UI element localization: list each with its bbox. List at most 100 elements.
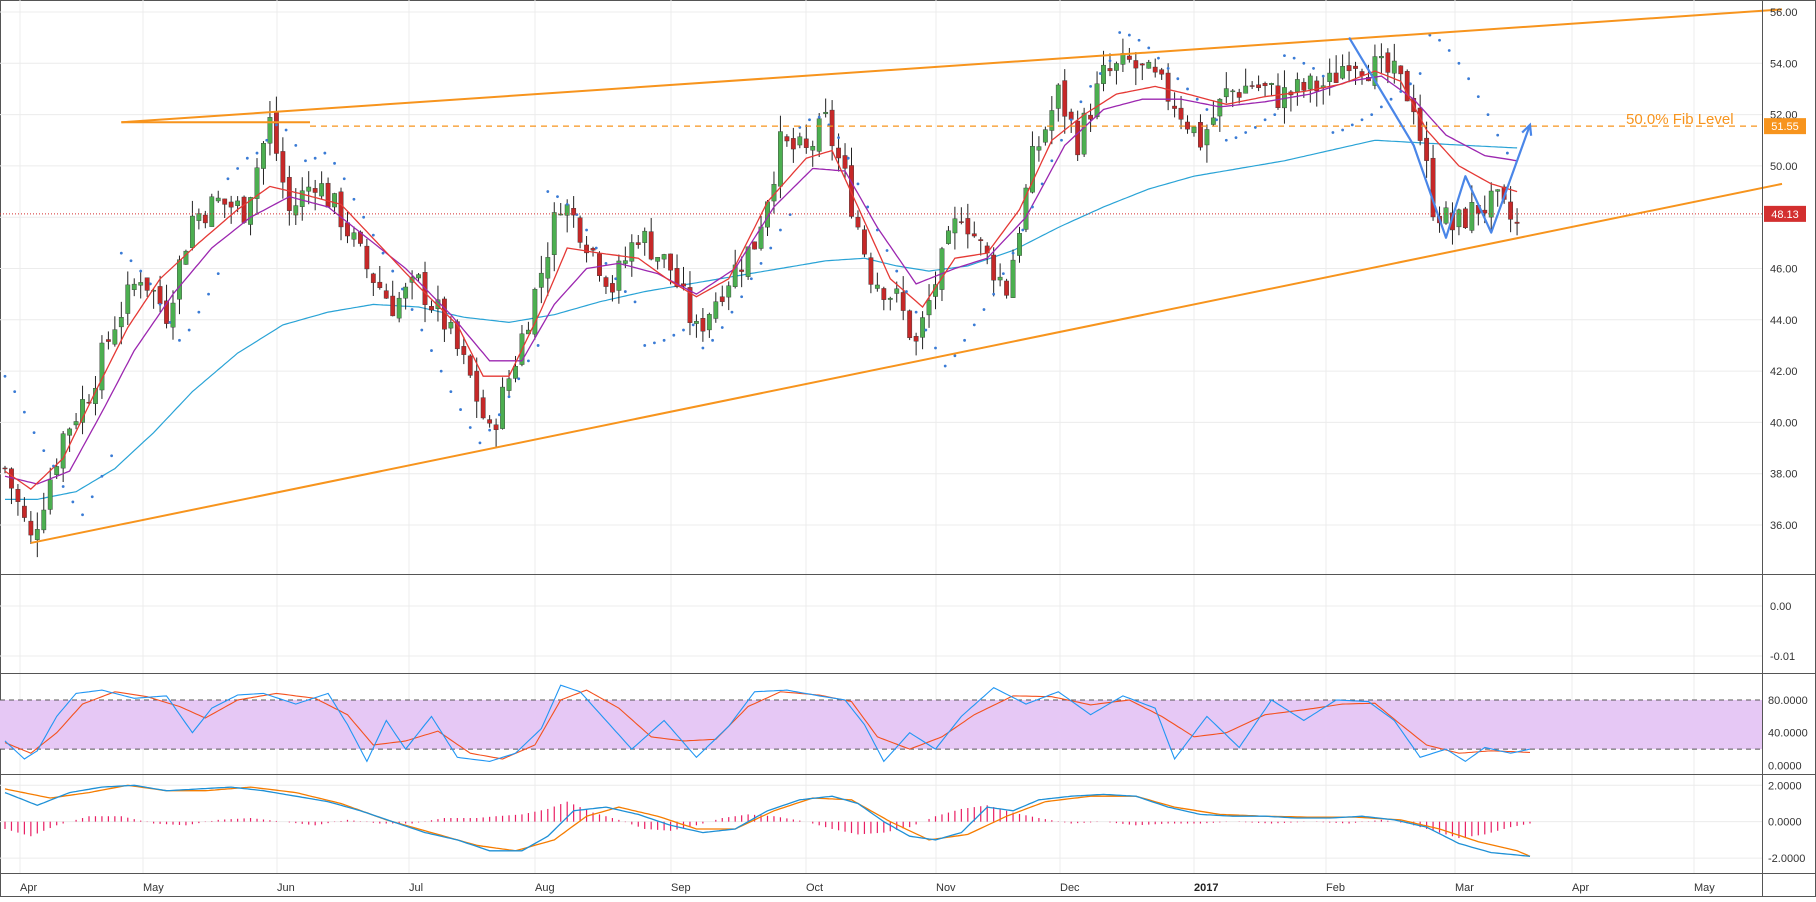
- candle-body[interactable]: [752, 241, 757, 250]
- candle-body[interactable]: [1275, 85, 1281, 109]
- candle-body[interactable]: [920, 317, 925, 338]
- candle-body[interactable]: [1385, 52, 1391, 73]
- candle-body[interactable]: [584, 244, 589, 254]
- candle-body[interactable]: [1314, 80, 1320, 92]
- candle-body[interactable]: [487, 419, 493, 424]
- candle-body[interactable]: [1088, 114, 1093, 120]
- candle-body[interactable]: [383, 290, 389, 299]
- candle-body[interactable]: [997, 276, 1003, 281]
- candle-body[interactable]: [1443, 207, 1449, 224]
- candle-body[interactable]: [228, 201, 234, 208]
- candle-body[interactable]: [1114, 63, 1119, 71]
- candle-body[interactable]: [267, 117, 273, 144]
- candle-body[interactable]: [273, 112, 279, 154]
- candle-body[interactable]: [261, 143, 266, 169]
- candle-body[interactable]: [403, 286, 409, 299]
- candle-body[interactable]: [1178, 107, 1184, 120]
- candle-body[interactable]: [1456, 209, 1462, 228]
- candle-body[interactable]: [913, 336, 919, 342]
- candle-body[interactable]: [480, 397, 486, 419]
- candle-body[interactable]: [1346, 65, 1352, 72]
- candle-body[interactable]: [790, 138, 796, 150]
- candle-body[interactable]: [965, 218, 971, 235]
- candle-body[interactable]: [1514, 221, 1520, 224]
- candle-body[interactable]: [73, 421, 79, 426]
- candle-body[interactable]: [80, 399, 85, 423]
- candle-body[interactable]: [319, 183, 325, 197]
- candle-body[interactable]: [138, 282, 144, 286]
- candle-body[interactable]: [1417, 107, 1423, 141]
- candle-body[interactable]: [681, 283, 686, 287]
- candle-body[interactable]: [1198, 122, 1203, 148]
- candle-body[interactable]: [545, 257, 551, 279]
- candle-body[interactable]: [118, 317, 124, 328]
- candle-body[interactable]: [170, 302, 176, 328]
- candle-body[interactable]: [700, 318, 706, 332]
- candle-body[interactable]: [196, 213, 202, 221]
- candle-body[interactable]: [1404, 71, 1410, 102]
- candle-body[interactable]: [597, 253, 602, 276]
- candle-body[interactable]: [21, 505, 27, 518]
- candle-body[interactable]: [112, 329, 118, 345]
- candle-body[interactable]: [616, 260, 622, 291]
- candle-body[interactable]: [467, 355, 473, 376]
- candle-body[interactable]: [1256, 84, 1262, 88]
- candle-body[interactable]: [312, 188, 318, 193]
- candle-body[interactable]: [1042, 129, 1048, 143]
- candle-body[interactable]: [1230, 90, 1236, 93]
- candle-body[interactable]: [183, 250, 189, 265]
- candle-body[interactable]: [332, 193, 337, 208]
- candle-body[interactable]: [1301, 81, 1307, 91]
- candle-body[interactable]: [635, 242, 641, 245]
- candle-body[interactable]: [429, 306, 434, 311]
- candle-body[interactable]: [1139, 63, 1145, 66]
- candle-body[interactable]: [655, 257, 661, 262]
- candle-body[interactable]: [907, 310, 913, 339]
- candle-body[interactable]: [603, 277, 609, 287]
- candle-body[interactable]: [164, 300, 169, 324]
- candle-body[interactable]: [1172, 105, 1177, 109]
- candle-body[interactable]: [726, 285, 732, 298]
- candle-body[interactable]: [1146, 61, 1152, 69]
- candle-body[interactable]: [157, 286, 163, 305]
- candle-body[interactable]: [1236, 92, 1242, 98]
- candle-body[interactable]: [946, 230, 951, 244]
- candle-body[interactable]: [338, 191, 344, 228]
- candle-body[interactable]: [939, 248, 945, 290]
- candle-body[interactable]: [364, 245, 370, 270]
- candle-body[interactable]: [874, 284, 880, 289]
- candle-body[interactable]: [881, 288, 887, 300]
- candle-body[interactable]: [719, 296, 725, 302]
- candle-body[interactable]: [577, 217, 583, 243]
- candle-body[interactable]: [1307, 75, 1313, 90]
- candle-body[interactable]: [235, 200, 241, 206]
- candle-body[interactable]: [991, 254, 997, 281]
- candle-body[interactable]: [222, 198, 228, 205]
- candle-body[interactable]: [1107, 68, 1113, 72]
- candle-body[interactable]: [125, 284, 131, 314]
- candle-body[interactable]: [2, 467, 8, 470]
- candle-body[interactable]: [538, 272, 544, 288]
- candle-body[interactable]: [370, 273, 376, 283]
- candle-body[interactable]: [377, 281, 383, 289]
- candle-body[interactable]: [836, 147, 841, 159]
- candle-body[interactable]: [1223, 88, 1229, 98]
- candle-body[interactable]: [209, 196, 215, 227]
- candle-body[interactable]: [1036, 146, 1042, 151]
- candle-body[interactable]: [558, 213, 564, 216]
- candle-body[interactable]: [816, 118, 822, 152]
- candle-body[interactable]: [862, 229, 867, 255]
- candle-body[interactable]: [797, 136, 803, 146]
- candle-body[interactable]: [1469, 202, 1475, 231]
- candle-body[interactable]: [887, 297, 893, 300]
- candle-body[interactable]: [15, 488, 21, 502]
- candle-body[interactable]: [1294, 79, 1300, 92]
- candle-body[interactable]: [99, 342, 105, 391]
- candle-body[interactable]: [1430, 157, 1436, 218]
- candle-body[interactable]: [648, 231, 654, 260]
- candle-body[interactable]: [610, 283, 615, 293]
- candle-body[interactable]: [280, 151, 286, 183]
- candle-body[interactable]: [177, 259, 182, 300]
- candle-body[interactable]: [34, 529, 40, 540]
- candle-body[interactable]: [1081, 112, 1087, 155]
